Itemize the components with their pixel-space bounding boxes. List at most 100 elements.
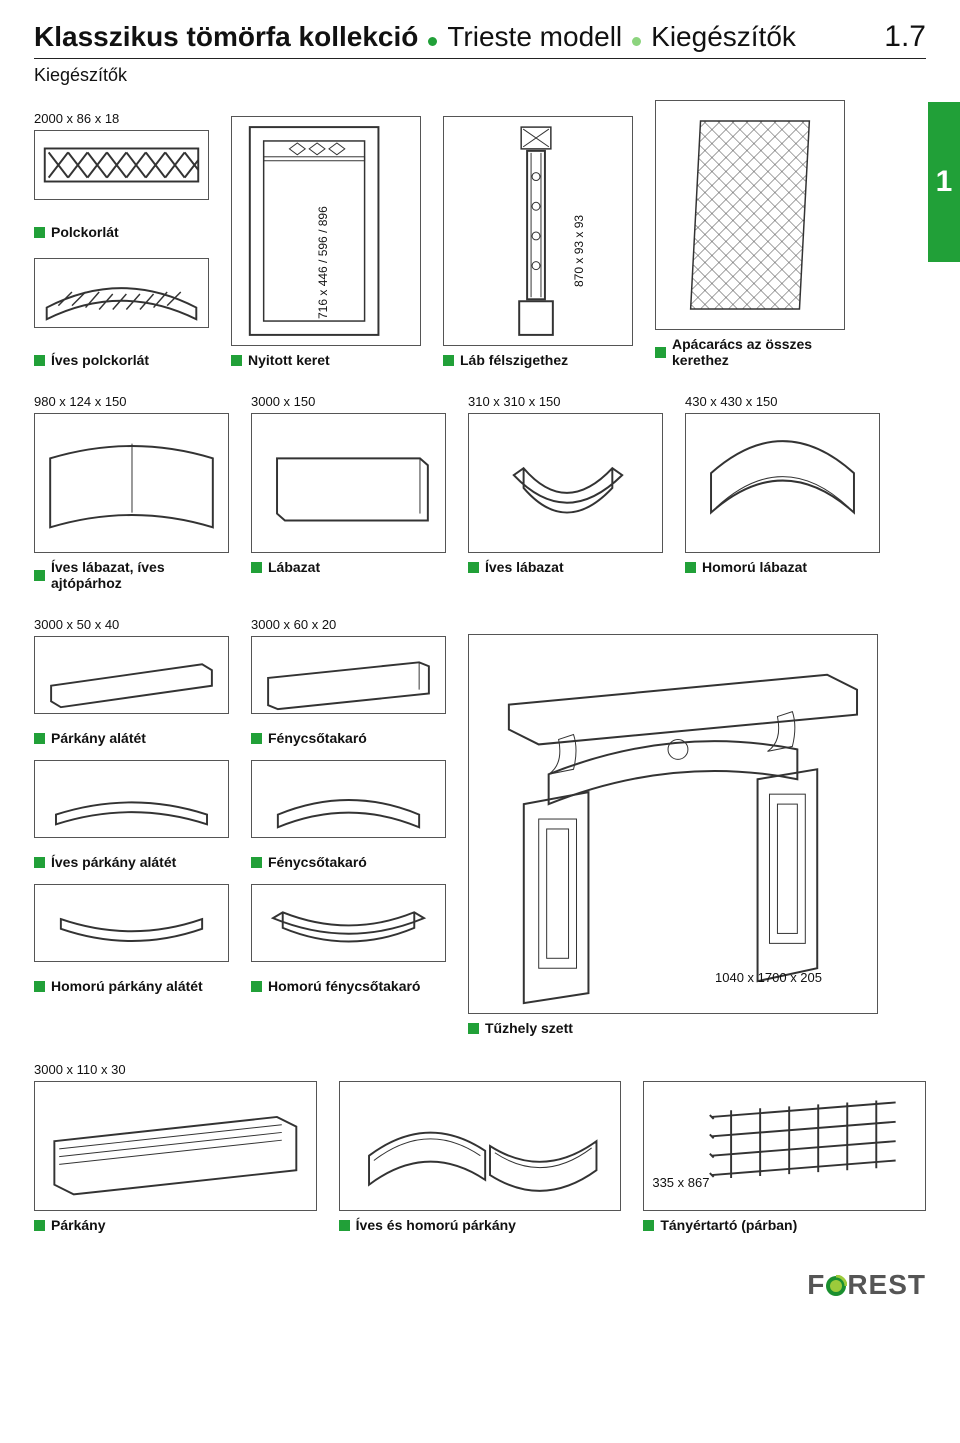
square-bullet-icon <box>643 1220 654 1231</box>
product-illustration <box>685 413 880 553</box>
product-illustration: 1040 x 1700 x 205 <box>468 634 878 1014</box>
product-illustration: 870 x 93 x 93 <box>443 116 633 346</box>
cell-labazat: 3000 x 150 Lábazat <box>251 394 446 591</box>
square-bullet-icon <box>251 857 262 868</box>
homoru-fenycso-icon <box>252 885 445 961</box>
dim-label: 3000 x 150 <box>251 394 446 409</box>
cell-fireplace: 1040 x 1700 x 205 Tűzhely szett <box>468 617 878 1036</box>
page-subhead: Kiegészítők <box>34 65 926 86</box>
curved-plinth-small-icon <box>469 414 662 552</box>
square-bullet-icon <box>251 562 262 573</box>
logo-pre: F <box>807 1269 825 1300</box>
dim-label: 335 x 867 <box>652 1175 709 1190</box>
row-4: 3000 x 110 x 30 Párkány <box>34 1062 926 1233</box>
product-label: Homorú fénycsőtakaró <box>251 978 446 994</box>
product-illustration <box>34 413 229 553</box>
square-bullet-icon <box>468 562 479 573</box>
bullet-icon <box>428 37 437 46</box>
cell-frame: 716 x 446 / 596 / 896 Nyitott keret <box>231 116 421 368</box>
brand-logo: F REST <box>34 1259 926 1301</box>
ives-parkany-alatet-icon <box>35 761 228 837</box>
dim-label <box>643 1062 926 1077</box>
product-illustration <box>468 413 663 553</box>
product-label: Lábazat <box>251 559 446 575</box>
dim-label: 310 x 310 x 150 <box>468 394 663 409</box>
square-bullet-icon <box>251 981 262 992</box>
square-bullet-icon <box>34 981 45 992</box>
product-label: Párkány <box>34 1217 317 1233</box>
dim-label: 430 x 430 x 150 <box>685 394 880 409</box>
homoru-parkany-alatet-icon <box>35 885 228 961</box>
cell-parkany: 3000 x 110 x 30 Párkány <box>34 1062 317 1233</box>
section-tab: 1 <box>928 102 960 262</box>
row-1: 2000 x 86 x 18 Polckorlát <box>34 100 926 368</box>
row-3: 3000 x 50 x 40 Párkány alátét Íves párká… <box>34 617 926 1036</box>
cell-lattice: Apácarács az összes kerethez <box>655 100 845 368</box>
dim-label: 3000 x 60 x 20 <box>251 617 446 632</box>
product-illustration <box>251 760 446 838</box>
row-2: 980 x 124 x 150 Íves lábazat, íves ajtóp… <box>34 394 926 591</box>
square-bullet-icon <box>34 733 45 744</box>
cell-tanyertarto: 335 x 867 Tányértartó (párban) <box>643 1062 926 1233</box>
leg-icon <box>444 117 632 345</box>
dim-label <box>339 1062 622 1077</box>
product-label: Tűzhely szett <box>468 1020 878 1036</box>
ives-polckorlat-icon <box>35 259 208 327</box>
product-illustration <box>34 636 229 714</box>
logo-post: REST <box>847 1269 926 1300</box>
concave-plinth-icon <box>686 414 879 552</box>
product-illustration <box>251 413 446 553</box>
ives-homoru-parkany-icon <box>340 1082 621 1210</box>
product-label: Fénycsőtakaró <box>251 730 446 746</box>
product-illustration <box>34 760 229 838</box>
square-bullet-icon <box>231 355 242 366</box>
page-header: Klasszikus tömörfa kollekció Trieste mod… <box>34 20 926 59</box>
title-strong: Klasszikus tömörfa kollekció <box>34 21 418 53</box>
ives-fenycso-icon <box>252 761 445 837</box>
polckorlat-icon <box>35 131 208 199</box>
product-label: Homorú párkány alátét <box>34 978 229 994</box>
dim-label: 2000 x 86 x 18 <box>34 111 209 126</box>
page-number: 1.7 <box>884 20 926 54</box>
cell-homoru-labazat: 430 x 430 x 150 Homorú lábazat <box>685 394 880 591</box>
product-label: Nyitott keret <box>231 352 421 368</box>
product-illustration <box>34 1081 317 1211</box>
product-label: Íves polckorlát <box>34 352 209 368</box>
col-mid-stack: 3000 x 60 x 20 Fénycsőtakaró Fénycsőtaka <box>251 617 446 994</box>
square-bullet-icon <box>34 857 45 868</box>
square-bullet-icon <box>685 562 696 573</box>
product-label: Homorú lábazat <box>685 559 880 575</box>
square-bullet-icon <box>339 1220 350 1231</box>
dim-label: 3000 x 50 x 40 <box>34 617 229 632</box>
product-illustration <box>34 130 209 200</box>
product-illustration <box>34 258 209 328</box>
product-label: Íves lábazat <box>468 559 663 575</box>
product-label: Íves lábazat, íves ajtópárhoz <box>34 559 229 591</box>
bullet-icon <box>632 37 641 46</box>
dim-label: 3000 x 110 x 30 <box>34 1062 317 1077</box>
cell-polckorlat: 2000 x 86 x 18 Polckorlát <box>34 111 209 368</box>
product-label: Íves és homorú párkány <box>339 1217 622 1233</box>
fenycso-icon <box>252 637 445 713</box>
parkany-icon <box>35 1082 316 1210</box>
square-bullet-icon <box>34 570 45 581</box>
catalog-page: Klasszikus tömörfa kollekció Trieste mod… <box>0 0 960 1321</box>
product-label: Polckorlát <box>34 224 209 240</box>
dim-label: 716 x 446 / 596 / 896 <box>316 206 330 319</box>
square-bullet-icon <box>443 355 454 366</box>
product-illustration <box>251 884 446 962</box>
logo-o-icon <box>825 1275 847 1297</box>
cell-ives-homoru-parkany: Íves és homorú párkány <box>339 1062 622 1233</box>
square-bullet-icon <box>34 355 45 366</box>
curved-plinth-icon <box>35 414 228 552</box>
fireplace-icon <box>469 635 877 1013</box>
square-bullet-icon <box>251 733 262 744</box>
product-illustration <box>34 884 229 962</box>
square-bullet-icon <box>34 227 45 238</box>
header-title-group: Klasszikus tömörfa kollekció Trieste mod… <box>34 21 796 53</box>
product-label: Láb félszigethez <box>443 352 633 368</box>
title-mid: Trieste modell <box>447 21 622 53</box>
square-bullet-icon <box>655 347 666 358</box>
product-illustration <box>251 636 446 714</box>
product-label: Fénycsőtakaró <box>251 854 446 870</box>
